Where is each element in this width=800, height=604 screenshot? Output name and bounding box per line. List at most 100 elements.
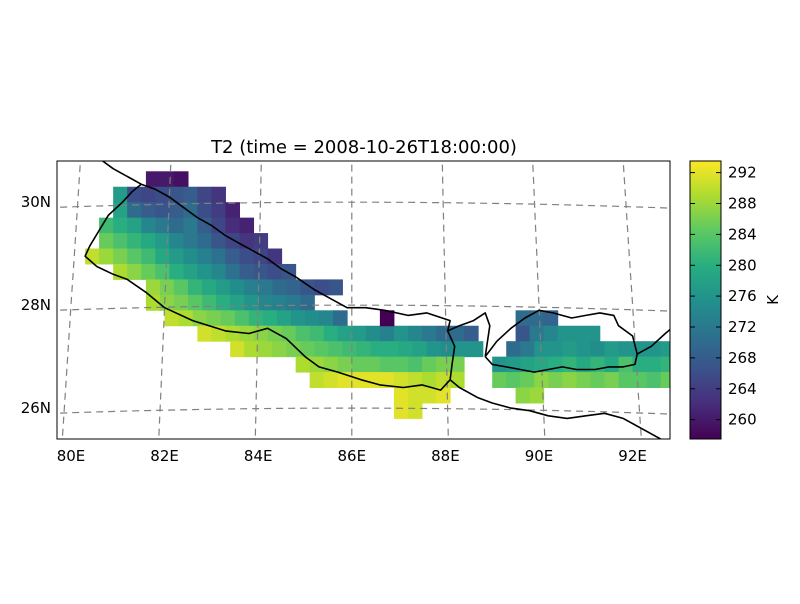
grid-cell: [272, 294, 287, 311]
parallel-line: [57, 304, 670, 312]
grid-cell: [183, 233, 198, 250]
grid-cell: [211, 248, 226, 265]
grid-cell: [253, 263, 269, 280]
grid-cell: [113, 217, 128, 234]
grid-cell: [515, 387, 531, 404]
grid-cell: [328, 341, 343, 358]
grid-cell: [393, 325, 409, 342]
parallel-line: [57, 407, 670, 415]
grid-cell: [267, 325, 283, 342]
parallel-line: [57, 201, 670, 209]
grid-cell: [188, 294, 203, 311]
grid-cell: [230, 294, 245, 311]
grid-cell: [407, 387, 423, 404]
grid-cell: [272, 341, 287, 358]
grid-cell: [239, 248, 255, 265]
grid-cell: [333, 310, 348, 327]
grid-cell: [169, 263, 184, 280]
grid-cell: [113, 202, 128, 219]
grid-cell: [492, 356, 507, 373]
grid-cell: [290, 310, 306, 327]
grid-cell: [113, 233, 128, 250]
grid-cell: [543, 310, 559, 327]
grid-cell: [534, 372, 549, 389]
grid-cell: [197, 325, 212, 342]
grid-cell: [141, 217, 156, 234]
grid-cell: [506, 356, 521, 373]
grid-cell: [450, 372, 465, 389]
grid-cell: [548, 341, 563, 358]
grid-cell: [506, 372, 521, 389]
grid-cell: [529, 310, 545, 327]
grid-cell: [197, 248, 212, 265]
grid-cell: [141, 202, 156, 219]
grid-cell: [323, 372, 339, 389]
grid-cell: [379, 325, 395, 342]
colorbar-label: K: [764, 294, 782, 305]
sikkim-border: [447, 312, 491, 357]
grid-cell: [300, 341, 315, 358]
grid-cell: [590, 372, 605, 389]
x-tick-label: 80E: [57, 447, 86, 465]
grid-cell: [393, 387, 409, 404]
grid-cell: [585, 325, 601, 342]
meridian-line: [532, 161, 546, 439]
grid-cell: [436, 356, 451, 373]
grid-cell: [113, 186, 128, 203]
grid-cell: [85, 248, 100, 265]
grid-cell: [328, 279, 343, 296]
grid-cell: [562, 341, 577, 358]
grid-cell: [225, 325, 240, 342]
grid-cell: [225, 217, 240, 234]
grid-cell: [169, 233, 184, 250]
grid-cell: [407, 356, 423, 373]
grid-cell: [197, 202, 212, 219]
grid-cell: [468, 341, 484, 358]
graticule: [57, 161, 670, 439]
grid-cell: [618, 341, 634, 358]
grid-cell: [520, 372, 535, 389]
grid-cell: [141, 248, 156, 265]
latitude-tick-labels: 30N 28N 26N: [21, 193, 51, 417]
grid-cell: [286, 294, 301, 311]
grid-cell: [576, 341, 591, 358]
grid-cell: [127, 263, 142, 280]
grid-cell: [173, 171, 189, 188]
x-tick-label: 82E: [150, 447, 179, 465]
grid-cell: [267, 263, 283, 280]
grid-cell: [379, 372, 395, 389]
tibet-border: [101, 161, 142, 185]
grid-cell: [155, 186, 170, 203]
grid-cell: [660, 372, 670, 389]
grid-cell: [370, 341, 386, 358]
colorbar: 260 264 268 272 276 280 284 288 292 K: [689, 160, 782, 440]
grid-cell: [342, 341, 357, 358]
grid-cell: [244, 341, 259, 358]
grid-cell: [492, 372, 507, 389]
grid-cell: [202, 294, 217, 311]
grid-cell: [295, 356, 311, 373]
colorbar-ticks: 260 264 268 272 276 280 284 288 292: [690, 164, 757, 429]
grid-cell: [173, 294, 189, 311]
grid-cell: [421, 387, 437, 404]
colorbar-tick-label: 292: [728, 164, 757, 182]
grid-cell: [141, 233, 156, 250]
grid-cell: [604, 372, 620, 389]
grid-cell: [127, 202, 142, 219]
grid-cell: [244, 279, 259, 296]
grid-cell: [398, 341, 414, 358]
country-borders: [84, 161, 670, 439]
grid-cell: [543, 325, 559, 342]
grid-cell: [464, 325, 479, 342]
grid-cell: [169, 186, 184, 203]
grid-cell: [155, 217, 170, 234]
grid-cell: [127, 186, 142, 203]
grid-cell: [188, 279, 203, 296]
grid-cell: [454, 341, 470, 358]
grid-cell: [127, 217, 142, 234]
longitude-tick-labels: 80E 82E 84E 86E 88E 90E 92E: [57, 447, 647, 465]
grid-cell: [529, 325, 545, 342]
grid-cell: [169, 202, 184, 219]
grid-cell: [155, 233, 170, 250]
